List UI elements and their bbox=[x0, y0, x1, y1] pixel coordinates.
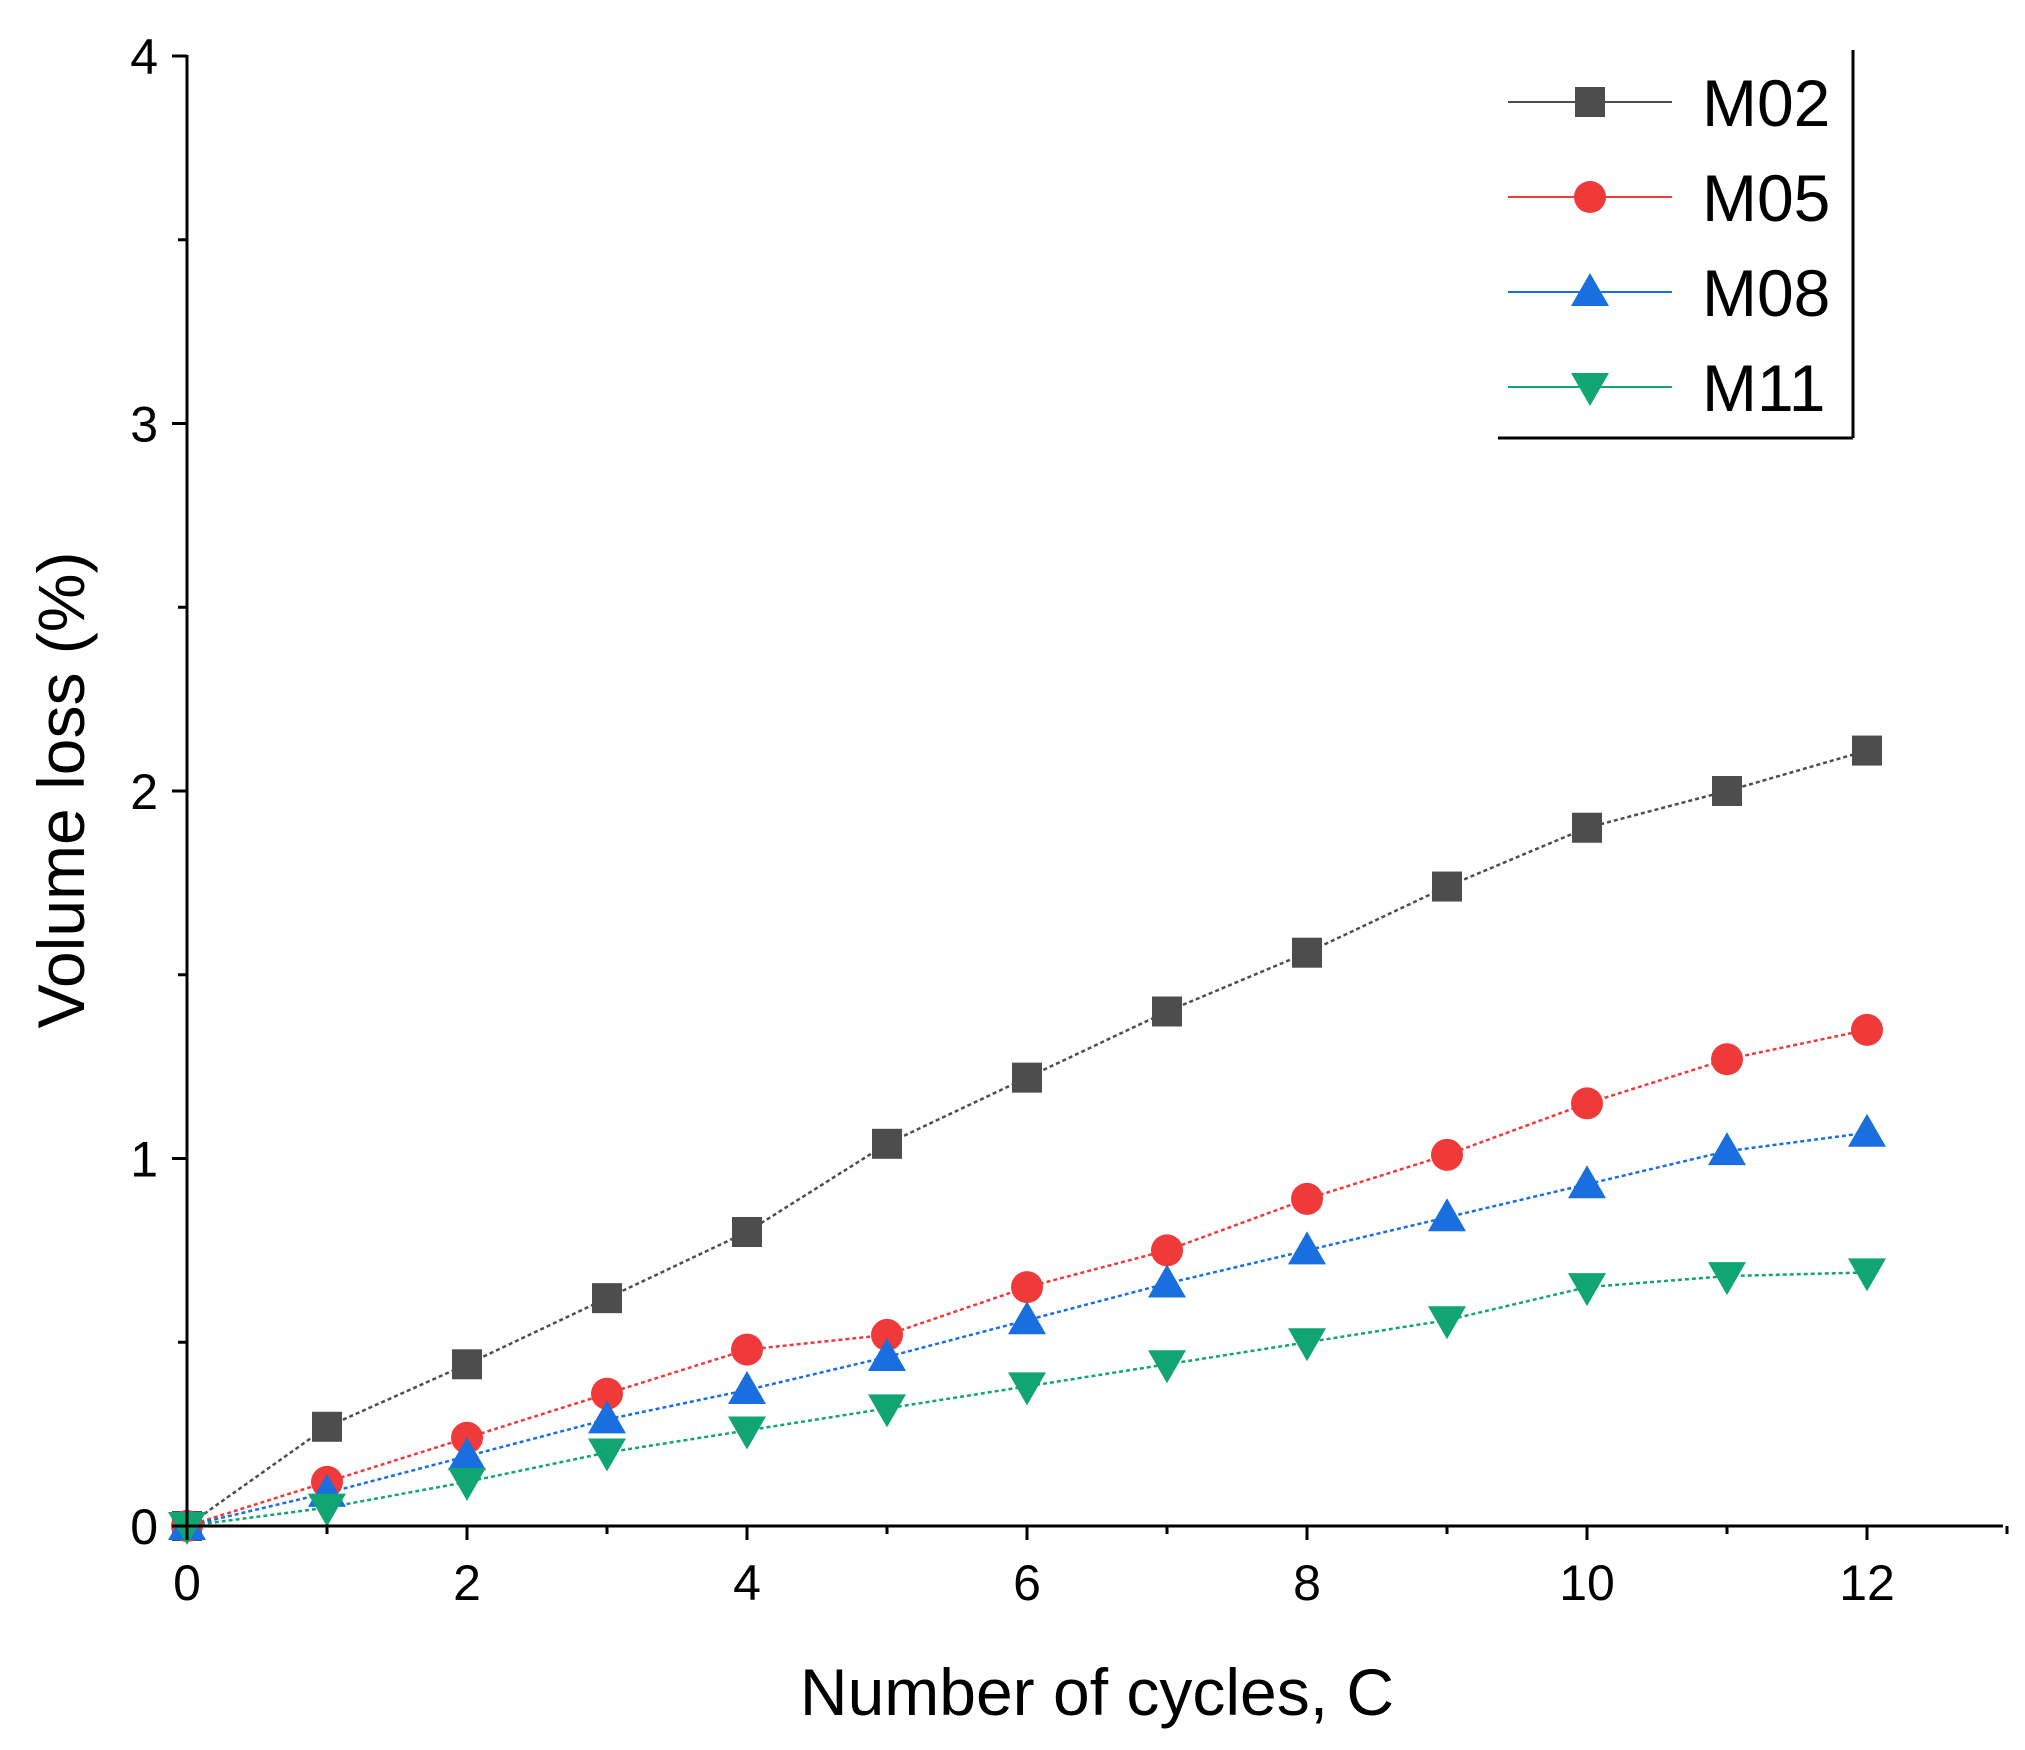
data-point-m05 bbox=[1711, 1043, 1743, 1076]
data-point-m11 bbox=[588, 1438, 626, 1472]
data-point-m02 bbox=[1432, 871, 1462, 902]
data-point-m11 bbox=[1428, 1306, 1466, 1340]
data-point-m11 bbox=[728, 1416, 766, 1450]
data-point-m08 bbox=[728, 1371, 766, 1405]
data-point-m05 bbox=[1431, 1138, 1463, 1171]
plot-lines bbox=[186, 749, 1868, 1528]
data-point-m05 bbox=[1151, 1234, 1183, 1267]
data-point-m02 bbox=[1012, 1062, 1042, 1093]
data-point-m02 bbox=[1852, 735, 1882, 766]
data-point-m11 bbox=[308, 1493, 346, 1527]
y-ticks: 0 1 2 3 4 bbox=[130, 29, 187, 1555]
data-point-m08 bbox=[1848, 1113, 1886, 1147]
legend: M02 M05 M08 M11 bbox=[1498, 50, 1855, 440]
data-point-m11 bbox=[1288, 1328, 1326, 1362]
legend-label-m08: M08 bbox=[1702, 256, 1830, 330]
x-tick-label: 6 bbox=[1013, 1555, 1041, 1611]
data-point-m11 bbox=[1848, 1258, 1886, 1292]
y-tick-label: 1 bbox=[130, 1132, 158, 1188]
x-tick-label: 2 bbox=[453, 1555, 481, 1611]
data-point-m05 bbox=[1011, 1271, 1043, 1304]
x-axis-title: Number of cycles, C bbox=[800, 1655, 1394, 1729]
data-point-m05 bbox=[1851, 1013, 1883, 1046]
data-point-m02 bbox=[312, 1411, 342, 1442]
data-point-m11 bbox=[868, 1394, 906, 1428]
data-point-m05 bbox=[731, 1333, 763, 1366]
x-tick-label: 10 bbox=[1559, 1555, 1615, 1611]
data-point-m08 bbox=[1568, 1165, 1606, 1199]
y-tick-label: 0 bbox=[130, 1499, 158, 1555]
legend-label-m05: M05 bbox=[1702, 161, 1830, 235]
y-axis-title: Volume loss (%) bbox=[24, 552, 98, 1029]
data-point-m11 bbox=[1568, 1273, 1606, 1307]
y-tick-label: 2 bbox=[130, 764, 158, 820]
legend-label-m02: M02 bbox=[1702, 66, 1830, 140]
data-point-m05 bbox=[1291, 1182, 1323, 1215]
data-point-m02 bbox=[1152, 996, 1182, 1027]
x-ticks: 0 2 4 6 8 10 12 bbox=[173, 1526, 2009, 1611]
data-point-m08 bbox=[1428, 1198, 1466, 1232]
legend-marker-m11 bbox=[1571, 373, 1609, 406]
data-point-m02 bbox=[592, 1283, 622, 1314]
data-point-m05 bbox=[871, 1318, 903, 1351]
data-point-m11 bbox=[1148, 1350, 1186, 1384]
x-tick-label: 0 bbox=[173, 1555, 201, 1611]
legend-label-m11: M11 bbox=[1702, 351, 1826, 425]
data-point-m08 bbox=[1708, 1132, 1746, 1166]
data-point-m08 bbox=[448, 1437, 486, 1471]
data-point-m08 bbox=[588, 1400, 626, 1434]
data-point-m02 bbox=[872, 1128, 902, 1159]
x-tick-label: 12 bbox=[1839, 1555, 1895, 1611]
data-point-m08 bbox=[868, 1337, 906, 1371]
data-point-m02 bbox=[732, 1217, 762, 1247]
data-point-m08 bbox=[1148, 1264, 1186, 1298]
legend-marker-m08 bbox=[1571, 273, 1609, 306]
y-tick-label: 4 bbox=[130, 29, 158, 85]
x-tick-label: 8 bbox=[1293, 1555, 1321, 1611]
data-point-m08 bbox=[1288, 1231, 1326, 1265]
legend-marker-m05 bbox=[1574, 181, 1606, 213]
y-tick-label: 3 bbox=[130, 397, 158, 453]
series-line-m02 bbox=[186, 749, 1868, 1528]
data-point-m02 bbox=[1712, 776, 1742, 806]
data-point-m02 bbox=[452, 1349, 482, 1380]
data-point-m02 bbox=[1292, 937, 1322, 968]
data-point-m11 bbox=[1008, 1372, 1046, 1406]
data-point-m11 bbox=[448, 1467, 486, 1501]
data-point-m05 bbox=[591, 1377, 623, 1410]
legend-marker-m02 bbox=[1575, 87, 1605, 117]
data-point-m11 bbox=[1708, 1262, 1746, 1296]
plot-markers bbox=[168, 735, 1886, 1545]
data-point-m08 bbox=[1008, 1301, 1046, 1335]
data-point-m02 bbox=[1572, 812, 1602, 843]
x-tick-label: 4 bbox=[733, 1555, 761, 1611]
data-point-m05 bbox=[1571, 1087, 1603, 1120]
